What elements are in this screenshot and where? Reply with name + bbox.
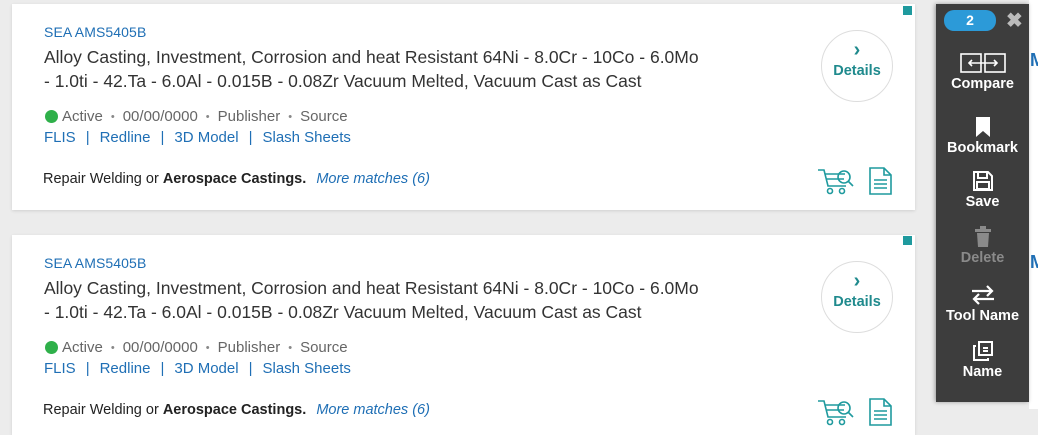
more-matches-link[interactable]: More matches (6) [316, 171, 430, 187]
link-3d-model[interactable]: 3D Model [174, 360, 239, 377]
chevron-right-icon: › [853, 39, 861, 61]
meta-separator: • [110, 341, 115, 354]
select-marker-icon[interactable] [903, 236, 912, 245]
link-separator: | [160, 129, 165, 146]
peek-letter: M [1030, 50, 1038, 70]
details-button[interactable]: › Details [821, 261, 893, 333]
copy-icon [972, 341, 993, 361]
link-separator: | [248, 129, 253, 146]
chevron-right-icon: › [853, 270, 861, 292]
link-redline[interactable]: Redline [99, 360, 151, 377]
document-source: Source [300, 108, 348, 125]
document-title-line-1: Alloy Casting, Investment, Corrosion and… [44, 278, 699, 298]
delete-button[interactable]: Delete [936, 226, 1029, 266]
tool-name-button[interactable]: Tool Name [936, 284, 1029, 324]
details-label: Details [833, 294, 881, 310]
document-links: FLIS | Redline | 3D Model | Slash Sheets [44, 129, 351, 146]
link-separator: | [248, 360, 253, 377]
document-id-link[interactable]: SEA AMS5405B [44, 255, 147, 271]
link-slash-sheets[interactable]: Slash Sheets [262, 360, 351, 377]
result-card: SEA AMS5405B Alloy Casting, Investment, … [12, 235, 915, 435]
status-active-icon [45, 341, 58, 354]
document-meta: Active • 00/00/0000 • Publisher • Source [45, 339, 348, 356]
compare-button[interactable]: Compare [936, 52, 1029, 92]
document-title: Alloy Casting, Investment, Corrosion and… [44, 46, 764, 93]
document-source: Source [300, 339, 348, 356]
action-toolbar: 2 ✖ Compare Bookmark Save Delete Tool Na… [936, 4, 1029, 402]
bookmark-button[interactable]: Bookmark [936, 116, 1029, 156]
save-label: Save [965, 194, 1000, 210]
details-label: Details [833, 63, 881, 79]
delete-label: Delete [960, 250, 1005, 266]
close-icon[interactable]: ✖ [1006, 10, 1023, 32]
link-flis[interactable]: FLIS [44, 360, 76, 377]
meta-separator: • [205, 110, 210, 123]
bookmark-icon [975, 117, 990, 137]
cart-search-icon[interactable] [816, 166, 856, 201]
status-text: Active [62, 108, 103, 125]
document-title: Alloy Casting, Investment, Corrosion and… [44, 277, 764, 324]
document-publisher: Publisher [217, 339, 281, 356]
document-icon[interactable] [868, 166, 894, 201]
more-matches-link[interactable]: More matches (6) [316, 402, 430, 418]
match-snippet: Repair Welding or Aerospace Castings. Mo… [43, 171, 430, 187]
document-date: 00/00/0000 [122, 108, 198, 125]
match-snippet: Repair Welding or Aerospace Castings. Mo… [43, 402, 430, 418]
trash-icon [974, 226, 991, 247]
compare-label: Compare [951, 76, 1014, 92]
link-redline[interactable]: Redline [99, 129, 151, 146]
meta-separator: • [205, 341, 210, 354]
link-3d-model[interactable]: 3D Model [174, 129, 239, 146]
link-slash-sheets[interactable]: Slash Sheets [262, 129, 351, 146]
peek-letter: M [1030, 252, 1038, 272]
select-marker-icon[interactable] [903, 6, 912, 15]
status-active-icon [45, 110, 58, 123]
bookmark-label: Bookmark [947, 140, 1018, 156]
link-separator: | [85, 360, 90, 377]
match-term: Aerospace Castings. [162, 402, 307, 418]
details-button[interactable]: › Details [821, 30, 893, 102]
tool-name-label: Tool Name [945, 308, 1020, 324]
compare-icon [959, 53, 1006, 73]
save-icon [972, 171, 993, 191]
link-separator: | [160, 360, 165, 377]
name-label: Name [962, 364, 1003, 380]
document-id-link[interactable]: SEA AMS5405B [44, 24, 147, 40]
cart-search-icon[interactable] [816, 397, 856, 432]
swap-arrows-icon [971, 285, 994, 305]
match-prefix: Repair Welding or [43, 402, 159, 418]
link-flis[interactable]: FLIS [44, 129, 76, 146]
selection-count-badge: 2 [944, 10, 996, 31]
document-title-line-2: - 1.0ti - 42.Ta - 6.0Al - 0.015B - 0.08Z… [44, 301, 642, 322]
document-links: FLIS | Redline | 3D Model | Slash Sheets [44, 360, 351, 377]
document-publisher: Publisher [217, 108, 281, 125]
link-separator: | [85, 129, 90, 146]
meta-separator: • [288, 110, 293, 123]
document-meta: Active • 00/00/0000 • Publisher • Source [45, 108, 348, 125]
document-title-line-2: - 1.0ti - 42.Ta - 6.0Al - 0.015B - 0.08Z… [44, 70, 642, 91]
document-title-line-1: Alloy Casting, Investment, Corrosion and… [44, 47, 699, 67]
next-column-peek [1029, 0, 1038, 409]
document-date: 00/00/0000 [122, 339, 198, 356]
result-card: SEA AMS5405B Alloy Casting, Investment, … [12, 4, 915, 210]
save-button[interactable]: Save [936, 170, 1029, 210]
document-icon[interactable] [868, 397, 894, 432]
meta-separator: • [110, 110, 115, 123]
match-term: Aerospace Castings. [162, 171, 307, 187]
name-button[interactable]: Name [936, 340, 1029, 380]
meta-separator: • [288, 341, 293, 354]
match-prefix: Repair Welding or [43, 171, 159, 187]
status-text: Active [62, 339, 103, 356]
